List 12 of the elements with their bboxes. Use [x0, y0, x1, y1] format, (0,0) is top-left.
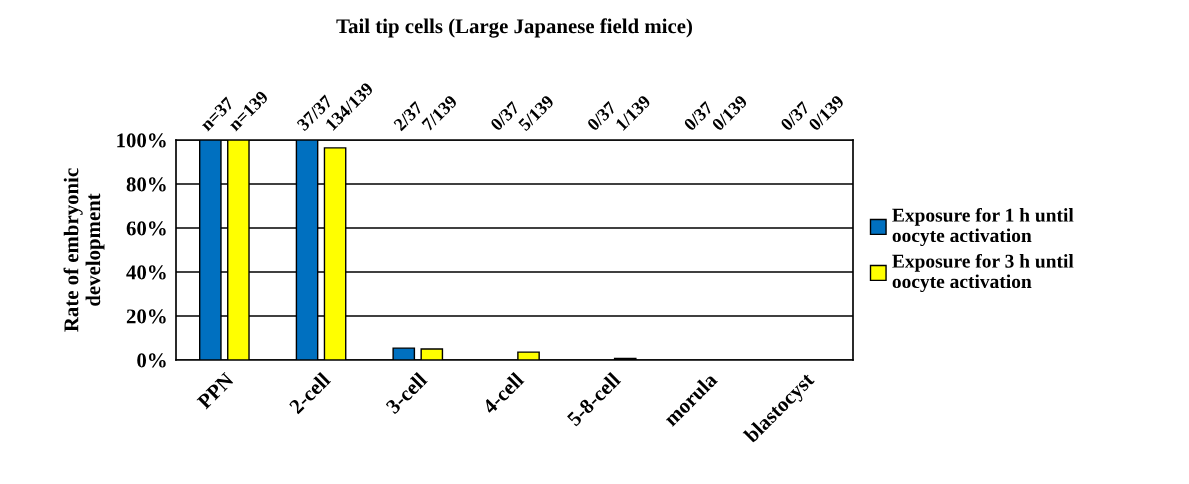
y-tick-label: 80% [126, 177, 166, 192]
legend-label: Exposure for 3 h until oocyte activation [892, 253, 1074, 293]
y-tick-label: 60% [126, 221, 166, 236]
y-axis-title: Rate of embryonic development [63, 168, 105, 332]
y-tick-label: 20% [126, 309, 166, 324]
text: 0/37 [683, 100, 714, 132]
legend-label: Exposure for 1 h until oocyte activation [892, 207, 1074, 247]
y-tick-label: 0% [137, 353, 166, 368]
text: 0/37 [586, 100, 617, 132]
y-tick-label: 40% [126, 265, 166, 280]
y-tick-label: 100% [117, 133, 166, 148]
chart-title: Tail tip cells (Large Japanese field mice) [336, 18, 692, 38]
